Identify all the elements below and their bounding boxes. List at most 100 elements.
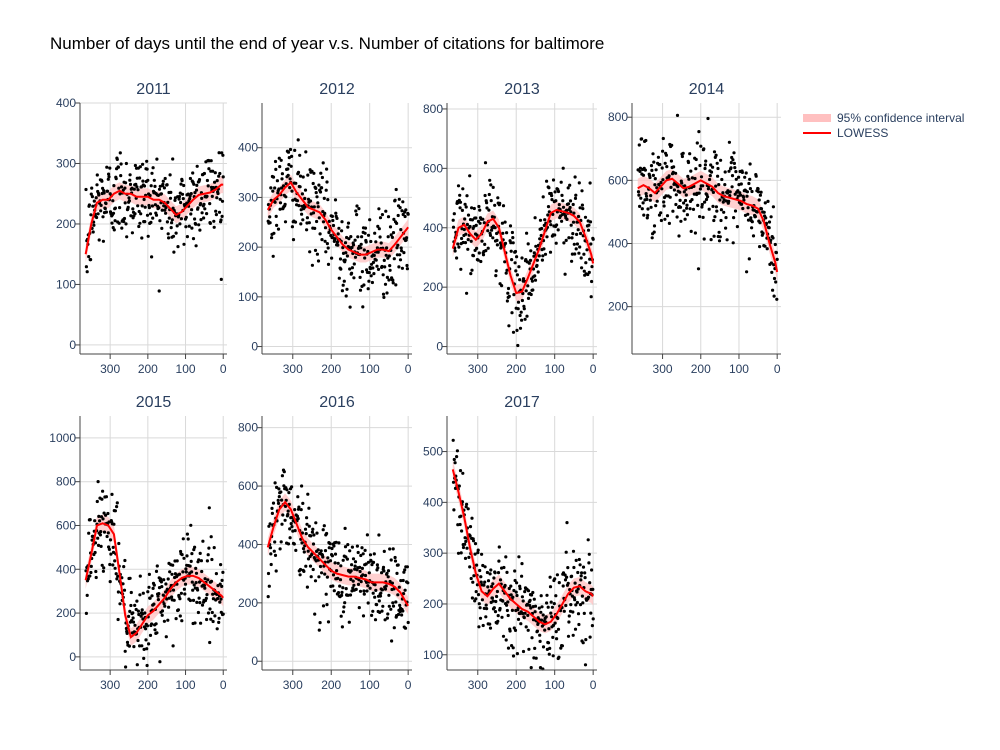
data-point <box>555 637 559 641</box>
data-point <box>639 196 643 200</box>
data-point <box>116 165 120 169</box>
data-point <box>376 224 380 228</box>
data-point <box>290 225 294 229</box>
data-point <box>539 610 543 614</box>
data-point <box>101 569 105 573</box>
data-point <box>348 549 352 553</box>
data-point <box>505 268 509 272</box>
data-point <box>150 204 154 208</box>
data-point <box>208 202 212 206</box>
subplot-title: 2015 <box>136 394 172 411</box>
data-point <box>323 211 327 215</box>
data-point <box>297 505 301 509</box>
data-point <box>170 572 174 576</box>
data-point <box>333 561 337 565</box>
data-point <box>333 237 337 241</box>
data-point <box>209 579 214 584</box>
data-point <box>457 245 461 249</box>
data-point <box>216 191 220 196</box>
x-tick-label: 300 <box>100 678 120 692</box>
data-point <box>103 207 107 211</box>
data-point <box>131 616 135 620</box>
data-point <box>764 221 769 225</box>
data-point <box>90 195 94 199</box>
data-point <box>568 205 572 210</box>
data-point <box>96 536 100 540</box>
data-point <box>380 609 384 613</box>
data-point <box>95 173 99 177</box>
x-tick-label: 0 <box>590 678 597 692</box>
data-point <box>490 228 494 232</box>
data-point <box>396 243 400 247</box>
data-point <box>523 590 527 594</box>
data-point <box>183 592 187 596</box>
data-point <box>708 174 712 178</box>
data-point <box>339 614 343 618</box>
data-point <box>518 587 522 591</box>
data-point <box>105 534 109 539</box>
data-point <box>719 208 724 212</box>
data-point <box>182 183 186 188</box>
data-point <box>759 207 764 211</box>
data-point <box>360 235 364 239</box>
data-point <box>649 164 654 168</box>
data-point <box>577 181 581 185</box>
data-point <box>92 199 96 203</box>
data-point <box>164 635 168 639</box>
data-point <box>769 215 773 219</box>
legend-item-confidence[interactable]: 95% confidence interval <box>803 111 964 125</box>
data-point <box>491 236 495 240</box>
data-point <box>510 230 514 235</box>
data-point <box>652 160 656 164</box>
data-point <box>494 599 498 604</box>
data-point <box>125 631 129 636</box>
data-point <box>478 606 482 610</box>
data-point <box>541 254 545 258</box>
y-tick-label: 100 <box>238 290 258 304</box>
data-point <box>660 166 664 170</box>
data-point <box>141 591 145 595</box>
data-point <box>344 251 348 255</box>
data-point <box>750 189 754 194</box>
data-point <box>481 253 486 257</box>
data-point <box>178 222 182 226</box>
data-point <box>461 187 465 191</box>
data-point <box>550 198 554 202</box>
data-point <box>184 215 188 219</box>
data-point <box>399 228 403 232</box>
data-point <box>137 209 141 214</box>
data-point <box>205 617 209 622</box>
data-point <box>678 190 682 194</box>
data-point <box>127 199 131 203</box>
data-point <box>101 517 105 521</box>
data-point <box>570 574 574 578</box>
data-point <box>704 159 708 163</box>
data-point <box>336 591 341 595</box>
y-tick-label: 200 <box>56 606 76 620</box>
data-point <box>87 255 91 259</box>
data-point <box>373 231 377 235</box>
data-point <box>572 242 576 246</box>
data-point <box>484 615 488 619</box>
data-point <box>557 203 561 207</box>
data-point <box>659 180 663 185</box>
data-point <box>97 514 101 519</box>
data-point <box>143 611 147 615</box>
data-point <box>518 278 522 282</box>
data-point <box>723 170 727 174</box>
data-point <box>211 592 215 596</box>
data-point <box>455 449 459 453</box>
data-point <box>305 585 309 589</box>
data-point <box>220 151 224 155</box>
y-tick-label: 400 <box>56 562 76 576</box>
data-point <box>495 594 499 599</box>
data-point <box>180 619 184 623</box>
data-point <box>696 267 701 271</box>
data-point <box>679 219 683 223</box>
legend-item-lowess[interactable]: LOWESS <box>803 126 888 140</box>
data-point <box>571 633 575 637</box>
data-point <box>573 196 578 200</box>
data-point <box>388 268 392 272</box>
data-point <box>361 305 365 309</box>
data-point <box>205 178 209 183</box>
